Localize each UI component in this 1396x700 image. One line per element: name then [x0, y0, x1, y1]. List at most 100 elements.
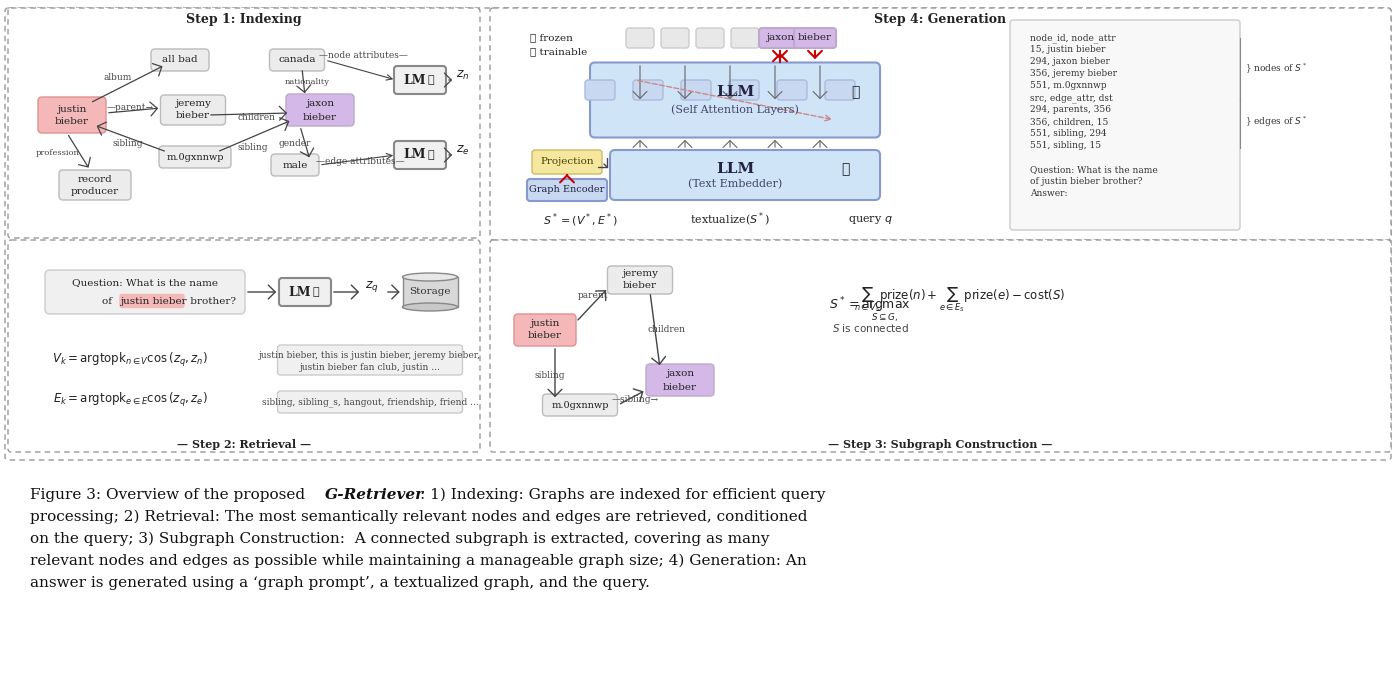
Text: $z_q$: $z_q$ [366, 279, 378, 295]
Text: LLM: LLM [716, 162, 754, 176]
Text: relevant nodes and edges as possible while maintaining a manageable graph size; : relevant nodes and edges as possible whi… [29, 554, 807, 568]
Text: jaxon: jaxon [766, 34, 794, 43]
Text: node_id, node_attr: node_id, node_attr [1030, 33, 1115, 43]
Text: : 1) Indexing: Graphs are indexed for efficient query: : 1) Indexing: Graphs are indexed for ef… [420, 488, 825, 503]
FancyBboxPatch shape [38, 97, 106, 133]
FancyBboxPatch shape [625, 28, 653, 48]
FancyBboxPatch shape [681, 80, 711, 100]
Text: of: of [102, 297, 116, 305]
Text: sibling: sibling [113, 139, 144, 148]
Text: ❄: ❄ [427, 150, 434, 160]
FancyBboxPatch shape [543, 394, 617, 416]
FancyBboxPatch shape [159, 146, 230, 168]
Text: ❄: ❄ [850, 85, 859, 99]
FancyBboxPatch shape [660, 28, 690, 48]
Text: $S \text{ is connected}$: $S \text{ is connected}$ [832, 322, 909, 334]
FancyBboxPatch shape [607, 266, 673, 294]
FancyBboxPatch shape [778, 80, 807, 100]
FancyBboxPatch shape [278, 345, 462, 375]
Text: answer is generated using a ‘graph prompt’, a textualized graph, and the query.: answer is generated using a ‘graph promp… [29, 576, 651, 590]
Text: query $q$: query $q$ [847, 214, 892, 226]
FancyBboxPatch shape [279, 278, 331, 306]
Text: Projection: Projection [540, 158, 593, 167]
FancyBboxPatch shape [161, 95, 226, 125]
Text: G-Retriever: G-Retriever [325, 488, 424, 502]
FancyBboxPatch shape [585, 80, 616, 100]
FancyBboxPatch shape [59, 170, 131, 200]
Text: src, edge_attr, dst: src, edge_attr, dst [1030, 93, 1113, 103]
Text: sibling: sibling [535, 370, 565, 379]
FancyBboxPatch shape [151, 49, 209, 71]
Text: bieber: bieber [303, 113, 336, 122]
Text: —node attributes—: —node attributes— [318, 52, 408, 60]
Text: all bad: all bad [162, 55, 198, 64]
Text: 551, m.0gxnnwp: 551, m.0gxnnwp [1030, 81, 1107, 90]
Text: 356, jeremy bieber: 356, jeremy bieber [1030, 69, 1117, 78]
FancyBboxPatch shape [732, 28, 759, 48]
Text: ❄ frozen: ❄ frozen [530, 34, 572, 43]
FancyBboxPatch shape [45, 270, 246, 314]
Text: justin: justin [530, 319, 560, 328]
Text: bieber: bieber [54, 116, 89, 125]
Text: } edges of $S^*$: } edges of $S^*$ [1245, 115, 1308, 130]
Ellipse shape [402, 303, 458, 311]
Text: bieber: bieber [623, 281, 658, 290]
FancyBboxPatch shape [632, 80, 663, 100]
Text: (Text Embedder): (Text Embedder) [688, 178, 782, 189]
Text: $V_k = \mathrm{argtopk}_{n \in V} \cos\left(z_q, z_n\right)$: $V_k = \mathrm{argtopk}_{n \in V} \cos\l… [52, 351, 208, 369]
Text: Step 4: Generation: Step 4: Generation [874, 13, 1007, 25]
FancyBboxPatch shape [8, 240, 480, 452]
Text: 551, sibling, 294: 551, sibling, 294 [1030, 130, 1107, 139]
FancyBboxPatch shape [1009, 20, 1240, 230]
Text: bieber: bieber [528, 332, 563, 340]
Text: Step 1: Indexing: Step 1: Indexing [186, 13, 302, 25]
Text: parent: parent [578, 290, 609, 300]
Text: Graph Encoder: Graph Encoder [529, 186, 604, 195]
Text: processing; 2) Retrieval: The most semantically relevant nodes and edges are ret: processing; 2) Retrieval: The most seman… [29, 510, 807, 524]
Text: jaxon: jaxon [306, 99, 334, 108]
Text: children: children [237, 113, 275, 122]
Text: sibling: sibling [237, 143, 268, 151]
Text: justin bieber, this is justin bieber, jeremy bieber,: justin bieber, this is justin bieber, je… [260, 351, 482, 360]
Text: of justin bieber brother?: of justin bieber brother? [1030, 178, 1142, 186]
Text: justin: justin [57, 104, 87, 113]
Text: Question: What is the name: Question: What is the name [1030, 165, 1157, 174]
FancyBboxPatch shape [8, 8, 480, 238]
Text: $E_k = \mathrm{argtopk}_{e \in E} \cos\left(z_q, z_e\right)$: $E_k = \mathrm{argtopk}_{e \in E} \cos\l… [53, 391, 208, 409]
FancyBboxPatch shape [490, 240, 1390, 452]
FancyBboxPatch shape [6, 8, 1390, 460]
Text: — Step 3: Subgraph Construction —: — Step 3: Subgraph Construction — [828, 440, 1053, 451]
Text: LLM: LLM [716, 85, 754, 99]
Text: justin bieber: justin bieber [120, 297, 187, 305]
FancyBboxPatch shape [697, 28, 725, 48]
Text: justin bieber fan club, justin ...: justin bieber fan club, justin ... [300, 363, 440, 372]
Text: album: album [103, 74, 133, 83]
Text: bieber: bieber [799, 34, 832, 43]
FancyBboxPatch shape [794, 28, 836, 48]
Text: $S^* = (V^*, E^*)$: $S^* = (V^*, E^*)$ [543, 211, 617, 229]
FancyBboxPatch shape [278, 391, 462, 413]
Text: Question: What is the name: Question: What is the name [73, 279, 218, 288]
Text: 15, justin bieber: 15, justin bieber [1030, 46, 1106, 55]
Text: brother?: brother? [187, 297, 236, 305]
Text: canada: canada [278, 55, 315, 64]
Text: sibling, sibling_s, hangout, friendship, friend ...: sibling, sibling_s, hangout, friendship,… [261, 397, 479, 407]
Text: LM: LM [403, 74, 426, 87]
Text: 🔥 trainable: 🔥 trainable [530, 48, 588, 57]
Text: bieber: bieber [663, 382, 697, 391]
Text: 294, jaxon bieber: 294, jaxon bieber [1030, 57, 1110, 66]
Ellipse shape [402, 273, 458, 281]
FancyBboxPatch shape [120, 295, 184, 307]
Text: LM: LM [289, 286, 311, 298]
Text: jeremy: jeremy [623, 270, 658, 279]
FancyBboxPatch shape [825, 80, 854, 100]
Text: ❄: ❄ [427, 75, 434, 85]
FancyBboxPatch shape [269, 49, 324, 71]
FancyBboxPatch shape [610, 150, 879, 200]
Text: —edge attributes—: —edge attributes— [315, 157, 405, 165]
Text: Answer:: Answer: [1030, 190, 1068, 199]
Text: profession: profession [36, 149, 80, 157]
FancyBboxPatch shape [394, 66, 445, 94]
Text: } nodes of $S^*$: } nodes of $S^*$ [1245, 61, 1308, 75]
FancyBboxPatch shape [729, 80, 759, 100]
